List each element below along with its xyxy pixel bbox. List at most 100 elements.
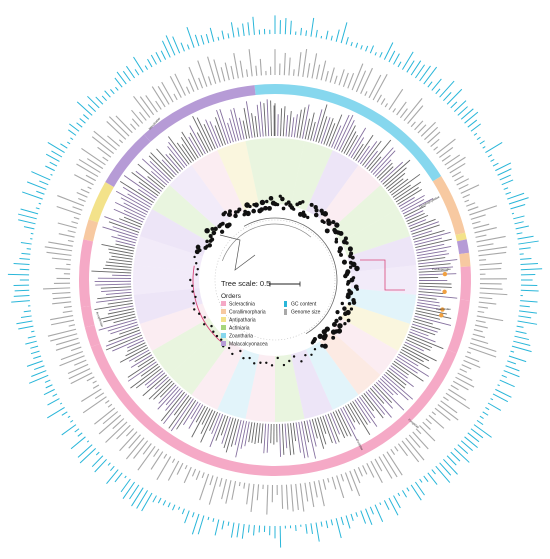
- tip-label-mark: [105, 291, 132, 295]
- clade-sector: [319, 165, 381, 230]
- gc-content-bar: [26, 248, 32, 250]
- tip-label-mark: [361, 394, 375, 412]
- gc-content-bar: [305, 523, 308, 534]
- tip-label-mark: [257, 423, 261, 443]
- node-dot: [239, 349, 242, 353]
- genome-size-bar: [476, 235, 506, 243]
- tip-label-mark: [168, 396, 192, 429]
- gc-content-bar: [16, 320, 33, 325]
- tip-label-mark: [375, 382, 405, 411]
- genome-size-bar: [56, 206, 81, 216]
- gc-content-bar: [104, 90, 111, 98]
- tip-label-mark: [296, 109, 302, 138]
- genome-size-bar: [299, 483, 305, 512]
- gc-content-bar: [518, 315, 532, 319]
- gc-content-bar: [61, 411, 68, 416]
- tip-label-mark: [111, 255, 133, 260]
- tip-label-mark: [99, 310, 135, 320]
- tip-label-mark: [281, 423, 285, 455]
- node-dot: [313, 212, 319, 218]
- gc-content-bar: [410, 60, 422, 76]
- gc-content-bar: [289, 20, 292, 35]
- highlight-branch: [360, 259, 405, 291]
- gc-content-bar: [464, 111, 479, 124]
- gc-content-bar: [31, 330, 35, 333]
- gc-content-bar: [520, 257, 532, 260]
- genome-size-bar: [434, 407, 451, 421]
- genome-size-bar: [452, 380, 469, 391]
- genome-size-bar: [94, 407, 116, 425]
- gc-content-bar: [402, 51, 414, 70]
- tip-label-mark: [306, 420, 317, 459]
- gc-content-bar: [320, 521, 323, 527]
- genome-size-bar: [351, 63, 364, 91]
- node-dot: [211, 230, 217, 236]
- tip-label-mark: [225, 418, 237, 453]
- genome-size-bar: [201, 472, 205, 479]
- genome-size-bar: [239, 60, 244, 78]
- node-dot: [288, 359, 291, 363]
- legend-label-antipatharia: Antipatharia: [229, 318, 256, 324]
- tip-label-mark: [103, 313, 136, 323]
- gc-content-bar: [13, 294, 30, 297]
- genome-size-bar: [430, 138, 440, 148]
- gc-content-bar: [467, 119, 478, 128]
- gc-content-bar: [479, 140, 485, 145]
- node-dot: [280, 196, 285, 202]
- node-dot: [242, 356, 245, 360]
- tip-label-mark: [115, 190, 150, 211]
- genome-size-bar: [78, 198, 86, 203]
- genome-size-bar: [108, 116, 130, 137]
- genome-size-bar: [384, 103, 388, 108]
- genome-size-bar: [479, 287, 503, 290]
- gc-content-bar: [427, 81, 433, 88]
- gc-content-bar: [514, 221, 524, 225]
- genome-size-bar: [87, 186, 92, 190]
- gc-content-bar: [122, 481, 136, 499]
- genome-size-bar: [198, 77, 204, 89]
- gc-content-bar: [501, 374, 508, 378]
- tip-label-mark: [411, 224, 440, 235]
- legend-swatch-malacalcyonacea: [221, 341, 226, 346]
- order-ring-segment: [455, 232, 467, 242]
- tip-label-mark: [122, 186, 153, 206]
- tip-label-mark: [195, 405, 206, 423]
- genome-size-bar: [474, 324, 488, 329]
- tip-label-mark: [127, 361, 157, 382]
- node-dot: [227, 346, 231, 350]
- gc-content-bar: [253, 525, 255, 536]
- gc-content-bar: [402, 490, 408, 498]
- tip-label-mark: [188, 404, 204, 429]
- genome-size-bar: [238, 481, 241, 487]
- genome-size-bar: [174, 73, 186, 96]
- gc-content-bar: [315, 29, 318, 38]
- order-ring-segment: [84, 324, 101, 348]
- genome-size-bar: [187, 78, 195, 92]
- tip-label-mark: [369, 387, 385, 404]
- tip-label-mark: [100, 286, 132, 289]
- gc-content-bar: [43, 388, 55, 396]
- gc-content-bar: [242, 23, 245, 37]
- gc-content-bar: [511, 345, 532, 353]
- gc-content-bar: [136, 490, 148, 509]
- gc-content-bar: [126, 65, 136, 79]
- node-dot: [195, 273, 198, 276]
- genome-size-bar: [68, 368, 91, 380]
- tip-label-mark: [363, 393, 384, 419]
- gc-content-bar: [315, 522, 320, 542]
- genome-size-bar: [447, 156, 466, 170]
- gc-content-bar: [45, 384, 53, 389]
- tip-label-mark: [288, 111, 292, 137]
- tip-label-mark: [395, 187, 419, 203]
- tip-label-mark: [325, 414, 337, 444]
- genome-size-bar: [52, 296, 71, 300]
- gc-content-bar: [335, 518, 342, 539]
- gc-content-bar: [106, 469, 119, 484]
- gc-content-bar: [453, 448, 470, 463]
- gc-content-bar: [467, 432, 480, 443]
- gc-content-bar: [79, 118, 86, 124]
- gc-content-bar: [284, 18, 287, 35]
- node-dot: [304, 353, 307, 357]
- genome-size-bar: [479, 259, 487, 261]
- genome-size-bar: [78, 158, 101, 174]
